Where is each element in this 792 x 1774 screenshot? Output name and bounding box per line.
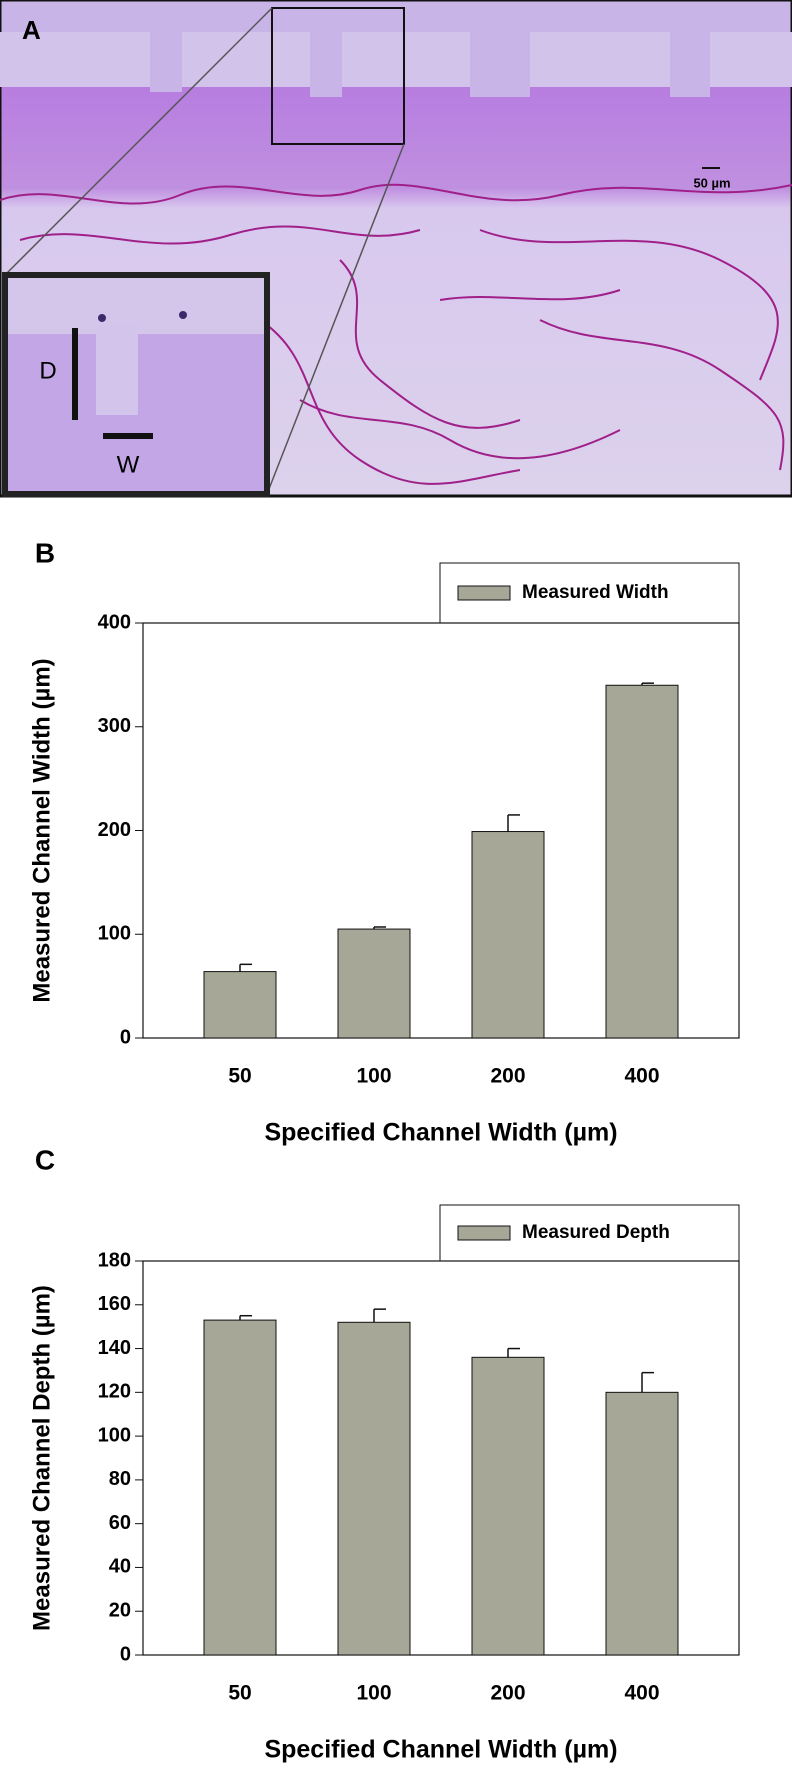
bar: [203, 1319, 277, 1656]
substrate-band: [0, 32, 792, 87]
plot-frame: [142, 1260, 740, 1656]
y-tick-label: 200: [98, 819, 131, 841]
y-tick-label: 300: [98, 715, 131, 737]
y-tick-label: 160: [98, 1293, 131, 1315]
panel-label: C: [35, 1144, 55, 1175]
y-axis-title: Measured Channel Depth (µm): [28, 1285, 55, 1631]
scale-bar-label: 50 µm: [693, 175, 730, 190]
y-tick-label: 20: [109, 1600, 131, 1622]
x-tick-label: 200: [490, 1065, 525, 1088]
channels: [150, 32, 710, 97]
bar: [203, 971, 277, 1039]
y-tick-label: 400: [98, 611, 131, 633]
inset-label: D: [39, 357, 56, 384]
y-tick-label: 60: [109, 1512, 131, 1534]
x-tick-label: 50: [228, 1682, 251, 1705]
zoom-box: [271, 7, 405, 145]
inset-dot: [98, 314, 106, 322]
x-tick-label: 100: [356, 1682, 391, 1705]
y-tick-label: 100: [98, 1424, 131, 1446]
x-axis-title: Specified Channel Width (µm): [264, 1119, 617, 1147]
bar: [471, 1356, 545, 1656]
y-tick-label: 80: [109, 1468, 131, 1490]
x-tick-label: 100: [356, 1065, 391, 1088]
micrograph: A 50 µm D W: [0, 0, 792, 498]
bar: [337, 1321, 411, 1656]
y-tick-label: 40: [109, 1556, 131, 1578]
y-tick-label: 0: [120, 1643, 131, 1665]
x-tick-label: 400: [624, 1065, 659, 1088]
tissue: [0, 183, 792, 485]
bar: [471, 831, 545, 1039]
bar: [337, 928, 411, 1039]
y-tick-label: 100: [98, 923, 131, 945]
y-tick-label: 120: [98, 1381, 131, 1403]
y-tick-label: 180: [98, 1249, 131, 1271]
x-tick-label: 400: [624, 1682, 659, 1705]
y-tick-label: 0: [120, 1026, 131, 1048]
legend-label: Measured Width: [522, 582, 669, 603]
zoom-line: [266, 143, 405, 495]
panel-label: B: [35, 537, 55, 568]
y-tick-label: 140: [98, 1337, 131, 1359]
panel-label: A: [22, 15, 41, 45]
x-tick-label: 50: [228, 1065, 251, 1088]
bar: [605, 1391, 679, 1656]
inset-label: W: [117, 451, 140, 478]
inset-substrate: [8, 278, 264, 334]
inset-dot: [179, 311, 187, 319]
zoom-line: [4, 7, 273, 276]
x-tick-label: 200: [490, 1682, 525, 1705]
y-axis-title: Measured Channel Width (µm): [28, 658, 55, 1002]
bar: [605, 684, 679, 1039]
legend-label: Measured Depth: [522, 1222, 670, 1243]
legend-swatch: [457, 1225, 511, 1241]
legend-swatch: [457, 585, 511, 601]
inset-channel: [96, 325, 138, 415]
x-axis-title: Specified Channel Width (µm): [264, 1736, 617, 1764]
